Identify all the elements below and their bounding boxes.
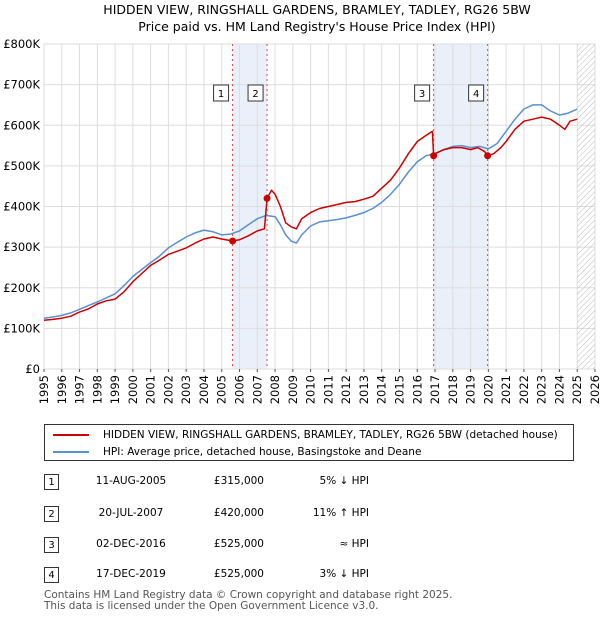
x-tick-label: 1999 [108, 375, 122, 404]
sale-date: 20-JUL-2007 [98, 507, 164, 519]
legend-swatch-property [53, 434, 89, 436]
x-tick-label: 2021 [499, 375, 513, 404]
x-tick-label: 2020 [481, 375, 495, 404]
x-tick-label: 2001 [144, 375, 158, 404]
table-row: 3 02-DEC-2016 £525,000 ≈ HPI [44, 537, 424, 555]
x-tick-label: 2012 [339, 375, 353, 404]
sale-hpi-compare: ≈ HPI [339, 538, 369, 550]
sale-hpi-compare: 11% ↑ HPI [312, 507, 369, 519]
x-tick-label: 2024 [552, 375, 566, 404]
sale-badge: 3 [414, 84, 431, 102]
legend-swatch-hpi [53, 451, 89, 453]
x-tick-label: 1998 [90, 375, 104, 404]
price-chart: HIDDEN VIEW, RINGSHALL GARDENS, BRAMLEY,… [3, 2, 600, 404]
sale-number-badge: 2 [44, 506, 59, 522]
x-tick-label: 2025 [570, 375, 584, 404]
sale-badge-label: 1 [218, 89, 224, 100]
table-row: 4 17-DEC-2019 £525,000 3% ↓ HPI [44, 567, 424, 585]
y-tick-label: £200K [3, 281, 40, 295]
chart-title: HIDDEN VIEW, RINGSHALL GARDENS, BRAMLEY,… [103, 2, 530, 17]
x-tick-label: 2026 [588, 375, 600, 404]
sale-badge: 1 [213, 84, 230, 102]
x-tick-label: 2010 [304, 375, 318, 404]
legend-item-property: HIDDEN VIEW, RINGSHALL GARDENS, BRAMLEY,… [53, 427, 558, 443]
y-tick-label: £600K [3, 118, 40, 132]
x-tick-label: 2009 [286, 375, 300, 404]
forecast-hatch [577, 44, 595, 369]
x-tick-label: 2011 [321, 375, 335, 404]
y-tick-label: £500K [3, 159, 40, 173]
sale-badge-label: 2 [252, 89, 258, 100]
sale-price: £525,000 [213, 538, 264, 550]
sale-badge-box [414, 84, 431, 102]
sale-point [229, 237, 237, 245]
sale-date: 11-AUG-2005 [95, 475, 167, 487]
table-row: 2 20-JUL-2007 £420,000 11% ↑ HPI [44, 506, 424, 524]
sale-badge-label: 4 [473, 89, 479, 100]
y-tick-label: £100K [3, 321, 40, 335]
sale-badge: 4 [468, 84, 485, 102]
sale-badge-box [468, 84, 485, 102]
sale-date: 17-DEC-2019 [96, 568, 166, 580]
y-tick-label: £400K [3, 200, 40, 214]
x-tick-label: 2014 [375, 375, 389, 404]
sale-badge-label: 3 [419, 89, 425, 100]
x-tick-label: 1997 [73, 375, 87, 404]
y-tick-label: £700K [3, 78, 40, 92]
x-tick-label: 2016 [410, 375, 424, 404]
footer: Contains HM Land Registry data © Crown c… [44, 590, 452, 612]
x-tick-label: 2007 [250, 375, 264, 404]
sale-date: 02-DEC-2016 [96, 538, 166, 550]
x-tick-label: 2023 [535, 375, 549, 404]
y-tick-label: £300K [3, 240, 40, 254]
sale-price: £420,000 [213, 507, 264, 519]
y-tick-label: £800K [3, 37, 40, 51]
x-tick-label: 2017 [428, 375, 442, 404]
sale-number-badge: 1 [44, 474, 59, 490]
x-tick-label: 2003 [179, 375, 193, 404]
legend-item-hpi: HPI: Average price, detached house, Basi… [53, 444, 421, 460]
sale-price: £525,000 [213, 568, 264, 580]
sale-price: £315,000 [213, 475, 264, 487]
sale-badge: 2 [247, 84, 264, 102]
sale-number-badge: 3 [44, 537, 59, 553]
sale-point [263, 194, 271, 202]
sale-hpi-compare: 3% ↓ HPI [319, 568, 369, 580]
x-tick-label: 2005 [215, 375, 229, 404]
legend: HIDDEN VIEW, RINGSHALL GARDENS, BRAMLEY,… [44, 424, 574, 461]
x-tick-label: 2000 [126, 375, 140, 404]
x-tick-label: 2002 [161, 375, 175, 404]
sale-hpi-compare: 5% ↓ HPI [319, 475, 369, 487]
x-tick-label: 2008 [268, 375, 282, 404]
footer-licence: This data is licensed under the Open Gov… [44, 600, 379, 612]
sale-badge-box [247, 84, 264, 102]
footer-copyright: Contains HM Land Registry data © Crown c… [44, 589, 453, 601]
table-row: 1 11-AUG-2005 £315,000 5% ↓ HPI [44, 474, 424, 492]
x-tick-label: 2004 [197, 375, 211, 404]
x-tick-label: 1996 [55, 375, 69, 404]
chart-subtitle: Price paid vs. HM Land Registry's House … [138, 19, 495, 34]
x-tick-label: 2015 [392, 375, 406, 404]
sale-point [430, 152, 438, 160]
x-tick-label: 2018 [446, 375, 460, 404]
sale-badge-box [213, 84, 230, 102]
legend-label-property: HIDDEN VIEW, RINGSHALL GARDENS, BRAMLEY,… [103, 429, 558, 441]
x-tick-label: 2022 [517, 375, 531, 404]
x-tick-label: 2013 [357, 375, 371, 404]
y-tick-label: £0 [25, 362, 40, 376]
sale-number-badge: 4 [44, 567, 59, 583]
x-tick-label: 1995 [37, 375, 51, 404]
hpi-series-line [43, 104, 578, 319]
x-tick-label: 2006 [233, 375, 247, 404]
x-tick-label: 2019 [464, 375, 478, 404]
legend-label-hpi: HPI: Average price, detached house, Basi… [103, 446, 422, 458]
sale-point [484, 152, 492, 160]
